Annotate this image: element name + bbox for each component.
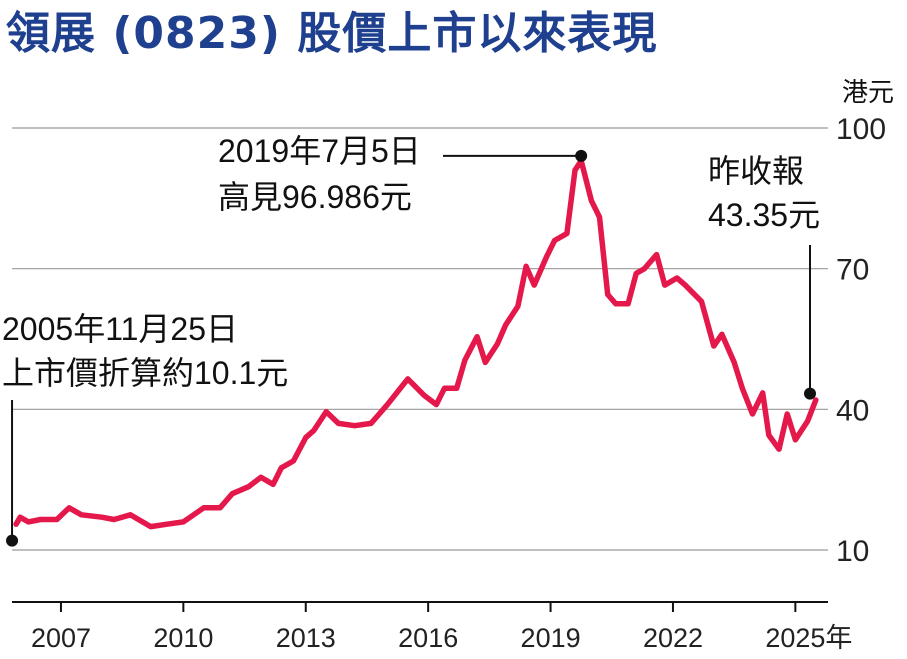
y-tick-label: 100 (836, 113, 886, 146)
x-tick-label: 2007 (31, 623, 91, 653)
annotation-marker-latest (804, 387, 816, 400)
annotation-text-latest: 昨收報 (708, 153, 804, 189)
x-tick-label: 2010 (153, 623, 213, 653)
annotation-marker-peak (575, 149, 588, 162)
chart-title: 領展 (0823) 股價上市以來表現 (6, 8, 658, 59)
series-layer (13, 158, 819, 530)
x-tick-label: 2025年 (765, 623, 852, 653)
annotation-text-peak: 2019年7月5日 (218, 133, 421, 169)
annotation-marker-listing (6, 534, 19, 547)
axis-labels: 10 40 70 100 港元 2007 2010 2013 2016 2019 2022 2025年 (31, 78, 894, 653)
gridlines (12, 127, 828, 551)
x-tick-label: 2019 (521, 623, 581, 653)
annotation-text-peak: 高見96.986元 (218, 179, 412, 215)
y-tick-label: 70 (836, 254, 869, 287)
y-unit-label: 港元 (842, 78, 894, 108)
x-tick-label: 2016 (398, 623, 458, 653)
y-tick-label: 40 (836, 394, 869, 427)
annotation-text-listing: 2005年11月25日 (2, 311, 238, 347)
price-line (13, 158, 819, 530)
x-tick-label: 2022 (643, 623, 703, 653)
x-tick-label: 2013 (276, 623, 336, 653)
x-axis (12, 601, 828, 612)
annotation-text-listing: 上市價折算約10.1元 (2, 355, 288, 391)
annotation-text-latest: 43.35元 (708, 197, 820, 233)
y-tick-label: 10 (836, 535, 869, 568)
